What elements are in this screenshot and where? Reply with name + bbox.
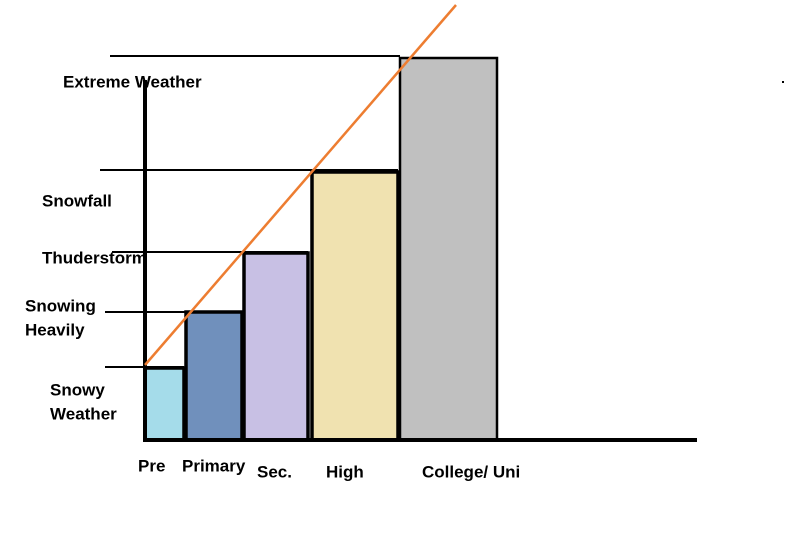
- bar: [184, 310, 244, 442]
- level-label: Heavily: [25, 320, 85, 339]
- trend-line: [144, 4, 457, 366]
- stage-label: College/ Uni: [422, 462, 520, 481]
- bar: [242, 251, 310, 442]
- bar: [143, 366, 186, 442]
- level-label: Snowing: [25, 296, 96, 315]
- stage-label: Sec.: [257, 462, 292, 481]
- stage-label: Primary: [182, 456, 246, 475]
- dot: [782, 81, 784, 83]
- level-label: Thuderstorm: [42, 248, 147, 267]
- bar: [398, 56, 499, 442]
- level-label: Weather: [50, 404, 117, 423]
- stage-label: High: [326, 462, 364, 481]
- level-label: Extreme Weather: [63, 72, 202, 91]
- level-label: Snowfall: [42, 191, 112, 210]
- bar: [310, 170, 400, 442]
- stage-label: Pre: [138, 456, 165, 475]
- level-label: Snowy: [50, 380, 105, 399]
